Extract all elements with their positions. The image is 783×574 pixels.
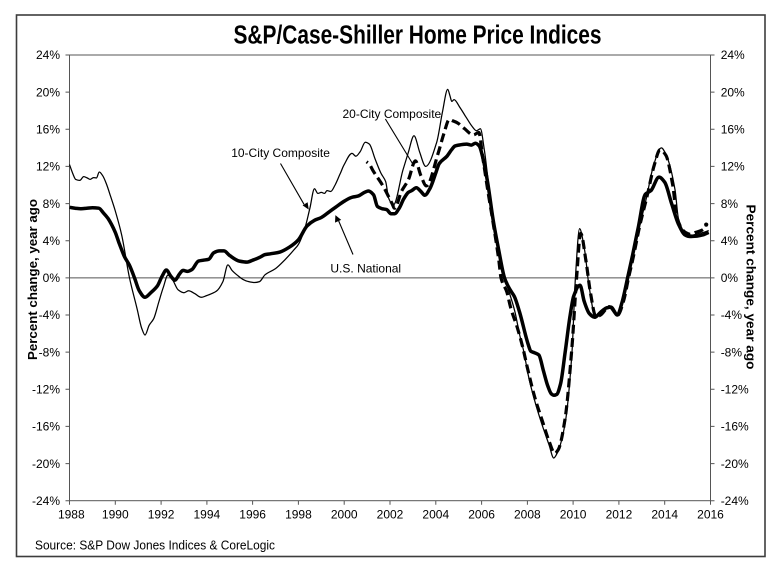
svg-text:12%: 12% (36, 160, 60, 174)
svg-text:24%: 24% (36, 48, 60, 62)
svg-text:-20%: -20% (721, 457, 749, 471)
svg-text:20%: 20% (721, 85, 745, 99)
svg-text:-12%: -12% (721, 382, 749, 396)
svg-text:-20%: -20% (32, 457, 60, 471)
svg-text:2016: 2016 (697, 507, 724, 521)
svg-text:1990: 1990 (102, 507, 129, 521)
svg-text:16%: 16% (721, 122, 745, 136)
svg-text:-16%: -16% (32, 420, 60, 434)
svg-text:12%: 12% (721, 160, 745, 174)
svg-text:20-City Composite: 20-City Composite (343, 107, 442, 121)
svg-text:10-City Composite: 10-City Composite (231, 146, 330, 160)
svg-text:2000: 2000 (331, 507, 358, 521)
svg-text:1998: 1998 (285, 507, 312, 521)
svg-text:U.S. National: U.S. National (330, 261, 401, 275)
svg-text:16%: 16% (36, 122, 60, 136)
svg-text:0%: 0% (43, 271, 61, 285)
svg-text:4%: 4% (721, 234, 739, 248)
svg-text:20%: 20% (36, 85, 60, 99)
svg-text:2006: 2006 (468, 507, 495, 521)
svg-text:-24%: -24% (32, 494, 60, 508)
svg-text:2010: 2010 (560, 507, 587, 521)
svg-text:0%: 0% (721, 271, 739, 285)
svg-text:-24%: -24% (721, 494, 749, 508)
svg-text:-4%: -4% (39, 308, 61, 322)
svg-text:1994: 1994 (194, 507, 221, 521)
svg-text:2014: 2014 (651, 507, 678, 521)
svg-text:2002: 2002 (377, 507, 404, 521)
svg-text:1988: 1988 (58, 507, 85, 521)
svg-text:S&P/Case-Shiller Home Price In: S&P/Case-Shiller Home Price Indices (234, 22, 602, 50)
svg-text:Source: S&P Dow Jones Indices: Source: S&P Dow Jones Indices & CoreLogi… (35, 537, 275, 552)
svg-text:-16%: -16% (721, 420, 749, 434)
svg-text:1992: 1992 (148, 507, 175, 521)
svg-text:-12%: -12% (32, 382, 60, 396)
svg-text:8%: 8% (721, 197, 739, 211)
svg-text:2008: 2008 (514, 507, 541, 521)
svg-text:1996: 1996 (239, 507, 266, 521)
svg-text:-8%: -8% (721, 345, 743, 359)
svg-text:8%: 8% (43, 197, 61, 211)
svg-text:Percent change, year ago: Percent change, year ago (743, 205, 758, 370)
svg-text:4%: 4% (43, 234, 61, 248)
svg-text:-8%: -8% (39, 345, 61, 359)
svg-text:2012: 2012 (606, 507, 633, 521)
svg-text:-4%: -4% (721, 308, 743, 322)
svg-text:24%: 24% (721, 48, 745, 62)
svg-text:Percent change, year ago: Percent change, year ago (25, 199, 40, 360)
svg-text:2004: 2004 (422, 507, 449, 521)
